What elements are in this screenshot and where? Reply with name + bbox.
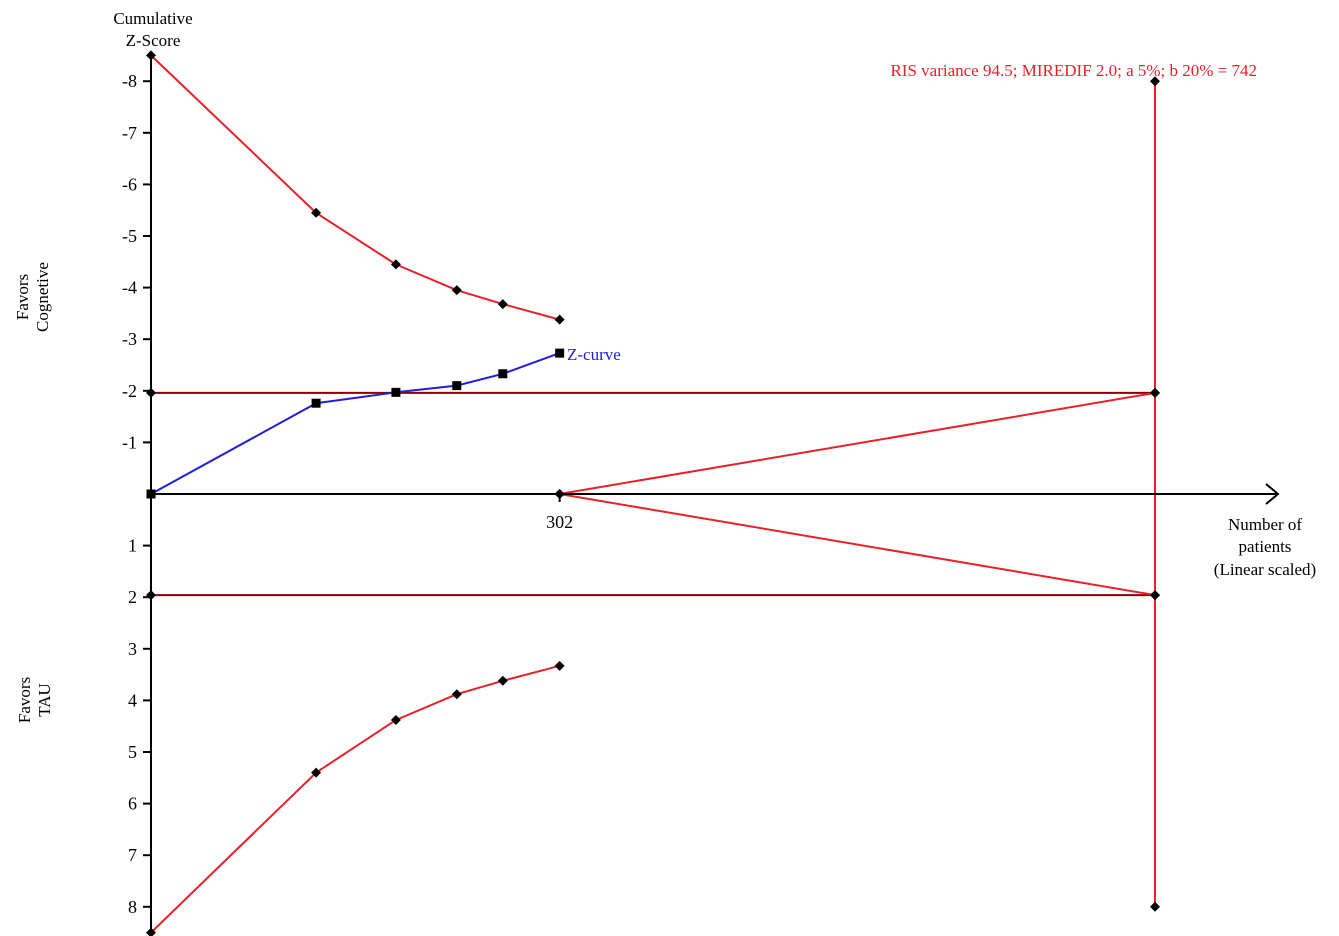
x-axis-title-line2: patients bbox=[1239, 537, 1292, 556]
y-tick-label: -5 bbox=[122, 226, 137, 246]
boundary-point bbox=[497, 675, 508, 686]
boundary-point bbox=[1150, 387, 1160, 398]
x-axis-arrow-icon bbox=[1265, 483, 1280, 505]
z-curve-point bbox=[146, 489, 156, 499]
boundary-point bbox=[390, 259, 401, 270]
y-axis-title-line2: Z-Score bbox=[126, 31, 181, 50]
boundary-point bbox=[390, 715, 401, 726]
boundary-point bbox=[311, 207, 322, 218]
boundary-point bbox=[451, 285, 462, 296]
favors-lower-line1: Favors bbox=[15, 677, 34, 723]
z-curve-point bbox=[391, 387, 401, 397]
y-tick-label: -4 bbox=[122, 278, 137, 298]
ris-annotation: RIS variance 94.5; MIREDIF 2.0; a 5%; b … bbox=[890, 61, 1257, 80]
boundary-line-1 bbox=[150, 54, 560, 321]
boundary-line-2 bbox=[150, 664, 560, 934]
y-tick-label: -6 bbox=[122, 174, 137, 194]
y-axis-title-line1: Cumulative bbox=[113, 9, 192, 28]
y-tick-label: 5 bbox=[128, 742, 137, 762]
boundary-point bbox=[497, 299, 508, 310]
y-tick-label: 3 bbox=[128, 639, 137, 659]
y-tick-label: -7 bbox=[122, 123, 137, 143]
z-curve-point bbox=[555, 348, 565, 358]
boundary-point bbox=[1150, 901, 1160, 912]
lines-layer bbox=[150, 54, 1156, 934]
boundary-line-3 bbox=[559, 391, 1156, 495]
x-axis-title-line1: Number of bbox=[1228, 515, 1302, 534]
favors-lower-line2: TAU bbox=[35, 683, 54, 717]
y-tick-label: 6 bbox=[128, 794, 137, 814]
z-curve-point bbox=[452, 381, 462, 391]
conventional-boundary-point bbox=[146, 387, 156, 398]
markers-layer bbox=[146, 50, 1160, 936]
y-tick-label: -1 bbox=[122, 432, 137, 452]
axes-layer bbox=[143, 55, 1280, 933]
x-axis-title-line3: (Linear scaled) bbox=[1214, 560, 1316, 579]
boundary-point bbox=[1150, 590, 1160, 601]
y-tick-label: 8 bbox=[128, 897, 137, 917]
text-layer: Cumulative Z-Score Number of patients (L… bbox=[13, 9, 1316, 917]
x-tick-label: 302 bbox=[546, 512, 573, 532]
y-tick-label: 4 bbox=[128, 690, 137, 710]
y-tick-label: -2 bbox=[122, 381, 137, 401]
y-tick-label: -3 bbox=[122, 329, 137, 349]
conventional-boundary-point bbox=[146, 590, 156, 601]
boundary-point bbox=[554, 660, 565, 671]
boundary-point bbox=[451, 689, 462, 700]
z-curve-point bbox=[498, 369, 508, 379]
z-curve-line bbox=[150, 352, 560, 495]
boundary-point bbox=[1150, 76, 1160, 87]
y-tick-label: -8 bbox=[122, 71, 137, 91]
boundary-point bbox=[554, 489, 565, 499]
boundary-point bbox=[146, 50, 156, 61]
boundary-point bbox=[554, 314, 565, 325]
favors-upper-line1: Favors bbox=[13, 274, 32, 320]
y-tick-label: 2 bbox=[128, 587, 137, 607]
y-tick-label: 7 bbox=[128, 845, 137, 865]
boundary-line-4 bbox=[559, 493, 1156, 597]
boundary-point bbox=[146, 927, 156, 936]
boundary-point bbox=[311, 767, 322, 778]
z-curve-point bbox=[311, 398, 321, 408]
y-tick-label: 1 bbox=[128, 536, 137, 556]
z-curve-label: Z-curve bbox=[567, 345, 621, 364]
favors-upper-line2: Cognetive bbox=[33, 262, 52, 332]
